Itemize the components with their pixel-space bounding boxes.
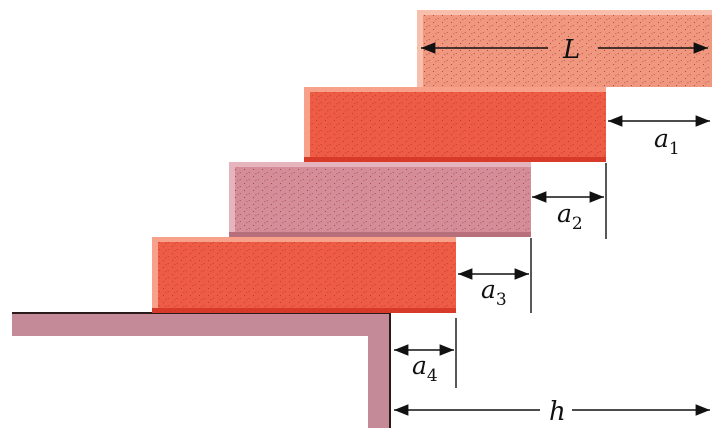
label-L: L bbox=[562, 35, 580, 65]
label-a1: a1 bbox=[654, 124, 680, 159]
label-a4: a4 bbox=[412, 351, 438, 386]
brick-2 bbox=[304, 87, 606, 162]
a4-dimension: a4 bbox=[394, 318, 457, 388]
a2-dimension: a2 bbox=[532, 163, 607, 239]
label-a3: a3 bbox=[481, 275, 507, 310]
length-L-dimension: L bbox=[421, 35, 708, 65]
a3-dimension: a3 bbox=[458, 238, 532, 313]
brick-4 bbox=[152, 237, 456, 313]
label-h: h bbox=[549, 397, 566, 427]
h-dimension: h bbox=[394, 397, 710, 427]
table bbox=[12, 312, 391, 428]
label-a2: a2 bbox=[557, 199, 583, 234]
a1-dimension: a1 bbox=[608, 115, 710, 159]
brick-3 bbox=[229, 162, 531, 237]
